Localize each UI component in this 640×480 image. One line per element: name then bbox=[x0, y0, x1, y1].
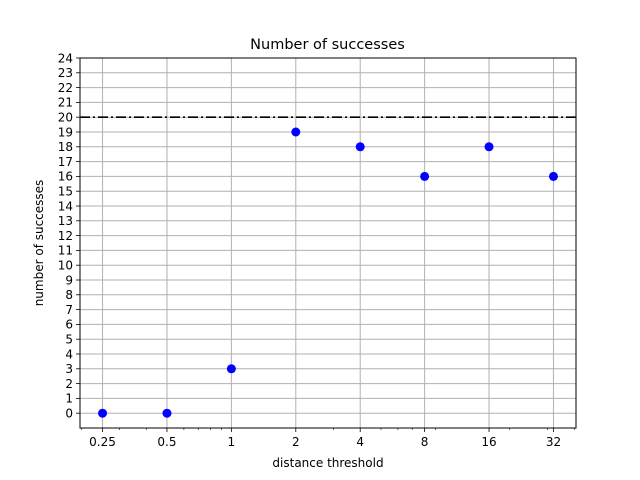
data-point bbox=[162, 408, 172, 418]
x-tick-label: 16 bbox=[481, 435, 496, 449]
y-tick-label: 18 bbox=[58, 140, 73, 154]
y-tick-label: 10 bbox=[58, 259, 73, 273]
y-tick-label: 17 bbox=[58, 155, 73, 169]
y-tick-label: 21 bbox=[58, 96, 73, 110]
x-tick-label: 32 bbox=[546, 435, 561, 449]
data-point bbox=[291, 127, 301, 137]
y-tick-label: 15 bbox=[58, 185, 73, 199]
x-tick-label: 0.5 bbox=[157, 435, 176, 449]
x-tick-label: 1 bbox=[228, 435, 236, 449]
data-point bbox=[98, 408, 108, 418]
y-tick-label: 6 bbox=[65, 318, 73, 332]
data-point bbox=[484, 142, 494, 152]
y-tick-label: 13 bbox=[58, 214, 73, 228]
data-point bbox=[548, 171, 558, 181]
x-tick-label: 2 bbox=[292, 435, 300, 449]
y-tick-label: 16 bbox=[58, 170, 73, 184]
x-tick-label: 8 bbox=[421, 435, 429, 449]
y-tick-label: 9 bbox=[65, 273, 73, 287]
data-point bbox=[355, 142, 365, 152]
y-tick-label: 2 bbox=[65, 377, 73, 391]
data-point bbox=[420, 171, 430, 181]
data-point bbox=[226, 364, 236, 374]
y-tick-label: 20 bbox=[58, 111, 73, 125]
y-tick-label: 4 bbox=[65, 347, 73, 361]
y-tick-label: 14 bbox=[58, 199, 73, 213]
x-tick-label: 4 bbox=[356, 435, 364, 449]
y-tick-label: 7 bbox=[65, 303, 73, 317]
grid bbox=[80, 57, 576, 428]
y-tick-label: 3 bbox=[65, 362, 73, 376]
x-axis-title: distance threshold bbox=[272, 456, 383, 470]
y-tick-label: 11 bbox=[58, 244, 73, 258]
y-tick-label: 19 bbox=[58, 125, 73, 139]
x-tick-label: 0.25 bbox=[89, 435, 116, 449]
y-tick-label: 22 bbox=[58, 81, 73, 95]
data-points bbox=[98, 127, 558, 418]
y-tick-label: 1 bbox=[65, 392, 73, 406]
plot-frame bbox=[79, 57, 577, 429]
y-axis-title: number of successes bbox=[32, 180, 46, 307]
y-tick-label: 23 bbox=[58, 66, 73, 80]
y-tick-label: 8 bbox=[65, 288, 73, 302]
y-tick-label: 24 bbox=[58, 51, 73, 65]
y-tick-label: 5 bbox=[65, 333, 73, 347]
chart-title: Number of successes bbox=[250, 37, 405, 53]
y-tick-label: 0 bbox=[65, 407, 73, 421]
y-tick-label: 12 bbox=[58, 229, 73, 243]
x-axis: 0.25 0.5 1 2 4 8 16 32 bbox=[81, 428, 575, 449]
